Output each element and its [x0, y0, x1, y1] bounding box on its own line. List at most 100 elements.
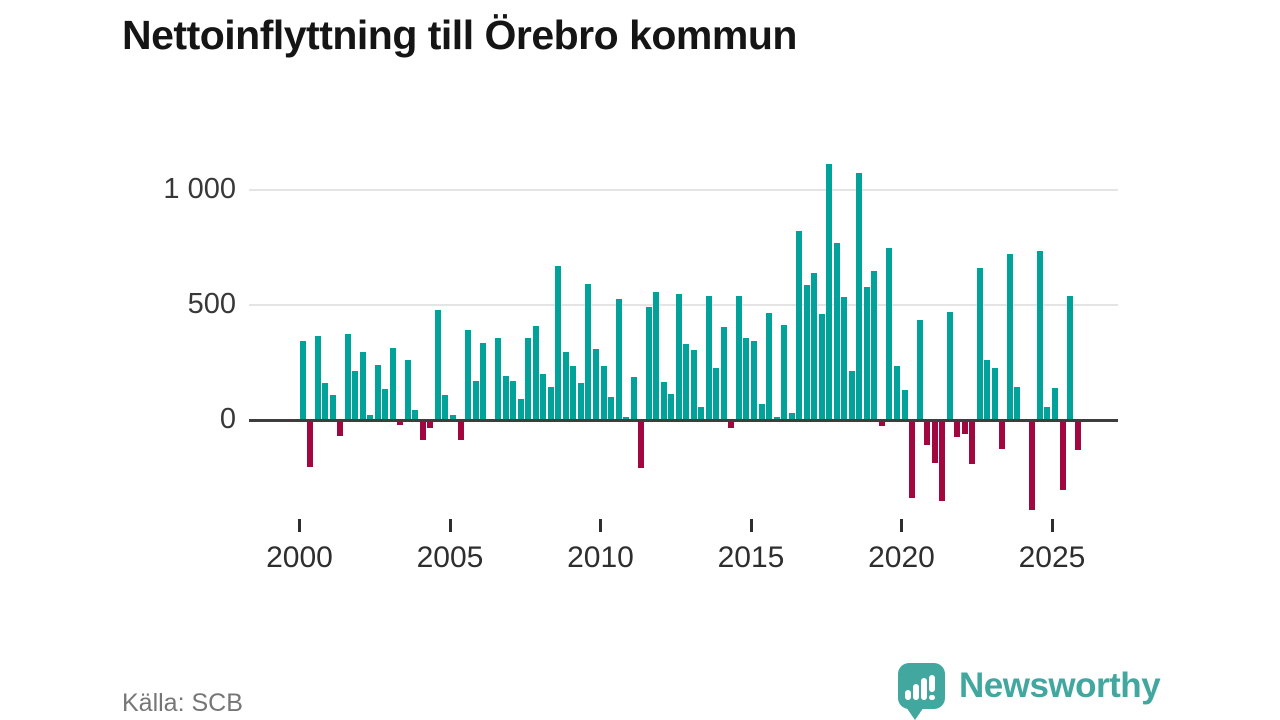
bar-2005Q1: [450, 415, 456, 420]
newsworthy-speech-bubble-chart-icon: [898, 663, 945, 720]
bar-2000Q2: [307, 420, 314, 468]
bar-2020Q4: [924, 420, 931, 446]
bar-2018Q4: [863, 286, 870, 420]
bar-2020Q1: [901, 390, 908, 420]
bar-2019Q2: [878, 420, 885, 426]
bar-2003Q2: [397, 420, 404, 425]
bar-2008Q4: [562, 352, 569, 420]
x-axis-tick-2000: [298, 519, 301, 532]
y-axis-label-0: 0: [219, 403, 236, 435]
bar-2022Q4: [984, 360, 991, 420]
gridline-1000: [249, 189, 1118, 191]
bar-2015Q2: [758, 403, 765, 420]
bar-2002Q4: [382, 388, 389, 420]
bar-2007Q4: [532, 325, 539, 420]
x-axis-label-2015: 2015: [717, 541, 785, 574]
bar-2007Q2: [517, 399, 524, 420]
x-axis-tick-2020: [900, 519, 903, 532]
bar-2011Q1: [630, 377, 637, 420]
newsworthy-logo: Newsworthy: [898, 663, 1161, 720]
bar-2016Q3: [796, 231, 803, 420]
bar-2005Q4: [472, 380, 479, 420]
x-axis-tick-2015: [749, 519, 753, 532]
x-axis-tick-2010: [599, 519, 602, 532]
bar-2014Q4: [743, 338, 750, 420]
bar-2005Q3: [465, 330, 472, 420]
bar-2021Q1: [931, 420, 938, 463]
bar-2003Q1: [389, 347, 396, 420]
bar-2012Q4: [683, 344, 690, 420]
bar-2015Q3: [766, 313, 773, 420]
bar-2000Q4: [322, 383, 329, 420]
bar-2010Q3: [615, 299, 622, 420]
bar-2001Q4: [352, 370, 359, 420]
bar-2004Q3: [434, 309, 441, 420]
bar-2016Q1: [781, 324, 788, 420]
bar-2024Q4: [1044, 407, 1051, 420]
bar-2015Q1: [751, 340, 757, 420]
bar-2001Q2: [337, 420, 344, 437]
bar-2025Q4: [1074, 420, 1081, 450]
bar-2006Q4: [502, 376, 509, 420]
bar-2013Q3: [705, 295, 712, 420]
bar-2018Q3: [856, 172, 863, 420]
bar-2019Q4: [893, 365, 900, 420]
gridline-500: [249, 304, 1118, 306]
bar-2000Q3: [314, 336, 321, 420]
y-axis-label-500: 500: [187, 288, 236, 320]
bar-2020Q3: [916, 319, 923, 420]
bar-2011Q3: [645, 307, 652, 420]
bar-2023Q1: [991, 368, 998, 420]
bar-2017Q3: [826, 163, 833, 420]
bar-2006Q3: [495, 338, 502, 420]
bar-2002Q2: [367, 415, 374, 420]
bar-2007Q1: [510, 380, 517, 420]
bar-2025Q2: [1059, 420, 1066, 491]
bar-2014Q2: [728, 420, 735, 429]
bar-2017Q2: [818, 314, 825, 420]
bar-2011Q2: [638, 420, 645, 469]
bar-2017Q1: [811, 272, 818, 420]
bar-2018Q2: [848, 370, 855, 420]
y-axis-label-1000: 1 000: [163, 173, 236, 205]
bar-2007Q3: [525, 338, 532, 420]
bar-2013Q4: [713, 368, 720, 420]
bar-2009Q3: [585, 284, 592, 420]
source-label: Källa: SCB: [122, 689, 243, 717]
bar-2009Q2: [577, 383, 584, 420]
mini-bar-chart-icon: [905, 675, 935, 700]
bar-2013Q2: [698, 407, 705, 420]
bar-2011Q4: [653, 292, 660, 420]
bar-2004Q2: [427, 420, 434, 429]
bar-2006Q1: [480, 342, 487, 420]
bar-2019Q3: [886, 247, 893, 420]
bar-2017Q4: [833, 242, 840, 420]
bar-2003Q4: [412, 409, 419, 420]
bar-2008Q1: [540, 374, 547, 420]
bar-2014Q3: [735, 295, 742, 420]
bar-2022Q3: [976, 268, 983, 420]
x-axis-zero-line: [249, 418, 1118, 422]
bar-2010Q2: [608, 397, 615, 420]
bar-2001Q3: [344, 333, 351, 420]
bar-2016Q2: [788, 413, 795, 420]
bar-2025Q3: [1067, 295, 1074, 420]
bar-2022Q2: [969, 420, 976, 464]
page-title: Nettoinflyttning till Örebro kommun: [122, 12, 797, 58]
x-axis-label-2010: 2010: [567, 541, 634, 574]
bar-2023Q3: [1006, 254, 1013, 420]
bar-2021Q3: [946, 311, 953, 420]
bar-2004Q4: [442, 394, 449, 420]
bar-2012Q3: [675, 293, 682, 420]
bar-2010Q1: [600, 365, 607, 420]
bar-2021Q2: [939, 420, 946, 501]
x-axis-label-2000: 2000: [266, 541, 333, 574]
bar-2018Q1: [841, 296, 848, 420]
speech-bubble-tail: [906, 707, 924, 720]
bar-2020Q2: [909, 420, 916, 499]
bar-2016Q4: [803, 285, 810, 420]
bar-2022Q1: [961, 420, 968, 434]
brand-name: Newsworthy: [959, 666, 1161, 705]
bar-2002Q1: [359, 352, 366, 420]
